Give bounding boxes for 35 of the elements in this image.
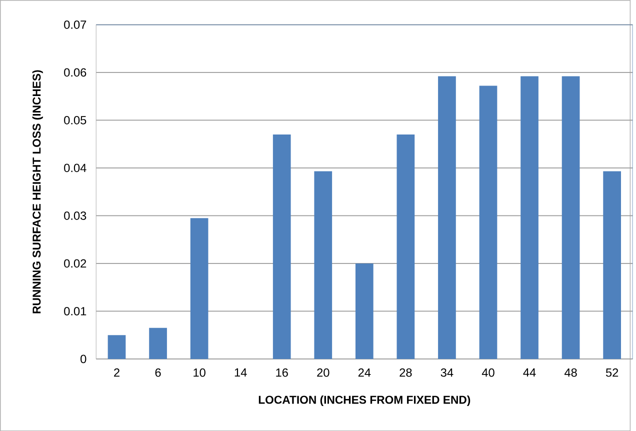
x-tick-label: 2: [114, 368, 120, 377]
y-axis-title: RUNNING SURFACE HEIGHT LOSS (INCHES): [32, 70, 43, 314]
x-tick-label: 40: [482, 368, 494, 377]
y-tick-label: 0.07: [64, 20, 86, 29]
y-tick-label: 0.01: [64, 306, 86, 316]
bar: [438, 76, 456, 359]
bar: [272, 134, 291, 359]
bar: [562, 76, 580, 359]
x-tick-label: 20: [317, 368, 330, 377]
bar: [479, 86, 498, 359]
bar: [314, 171, 332, 359]
bar: [396, 134, 415, 359]
x-tick-label: 6: [155, 368, 161, 377]
y-tick-label: 0.05: [64, 116, 86, 124]
x-tick-label: 14: [234, 368, 247, 376]
x-tick-label: 28: [400, 368, 412, 377]
x-tick-label: 52: [606, 368, 618, 377]
x-tick-label: 16: [276, 368, 288, 377]
x-tick-label: 24: [358, 368, 371, 377]
y-tick-label: 0.06: [64, 68, 86, 76]
bar: [190, 218, 208, 359]
x-tick-label: 34: [440, 368, 454, 377]
y-tick-label: 0.03: [64, 211, 86, 220]
x-tick-label: 10: [194, 368, 206, 377]
y-tick-label: 0.02: [64, 259, 86, 268]
bar: [520, 76, 538, 359]
y-tick-label: 0: [80, 354, 86, 364]
y-tick-label: 0.04: [64, 164, 86, 172]
bar: [603, 171, 621, 359]
bar: [149, 328, 167, 359]
bar: [108, 334, 126, 359]
x-axis-title: LOCATION (INCHES FROM FIXED END): [258, 395, 470, 406]
x-tick-label: 44: [523, 368, 536, 376]
x-tick-label: 48: [564, 368, 577, 377]
bar: [355, 263, 374, 359]
